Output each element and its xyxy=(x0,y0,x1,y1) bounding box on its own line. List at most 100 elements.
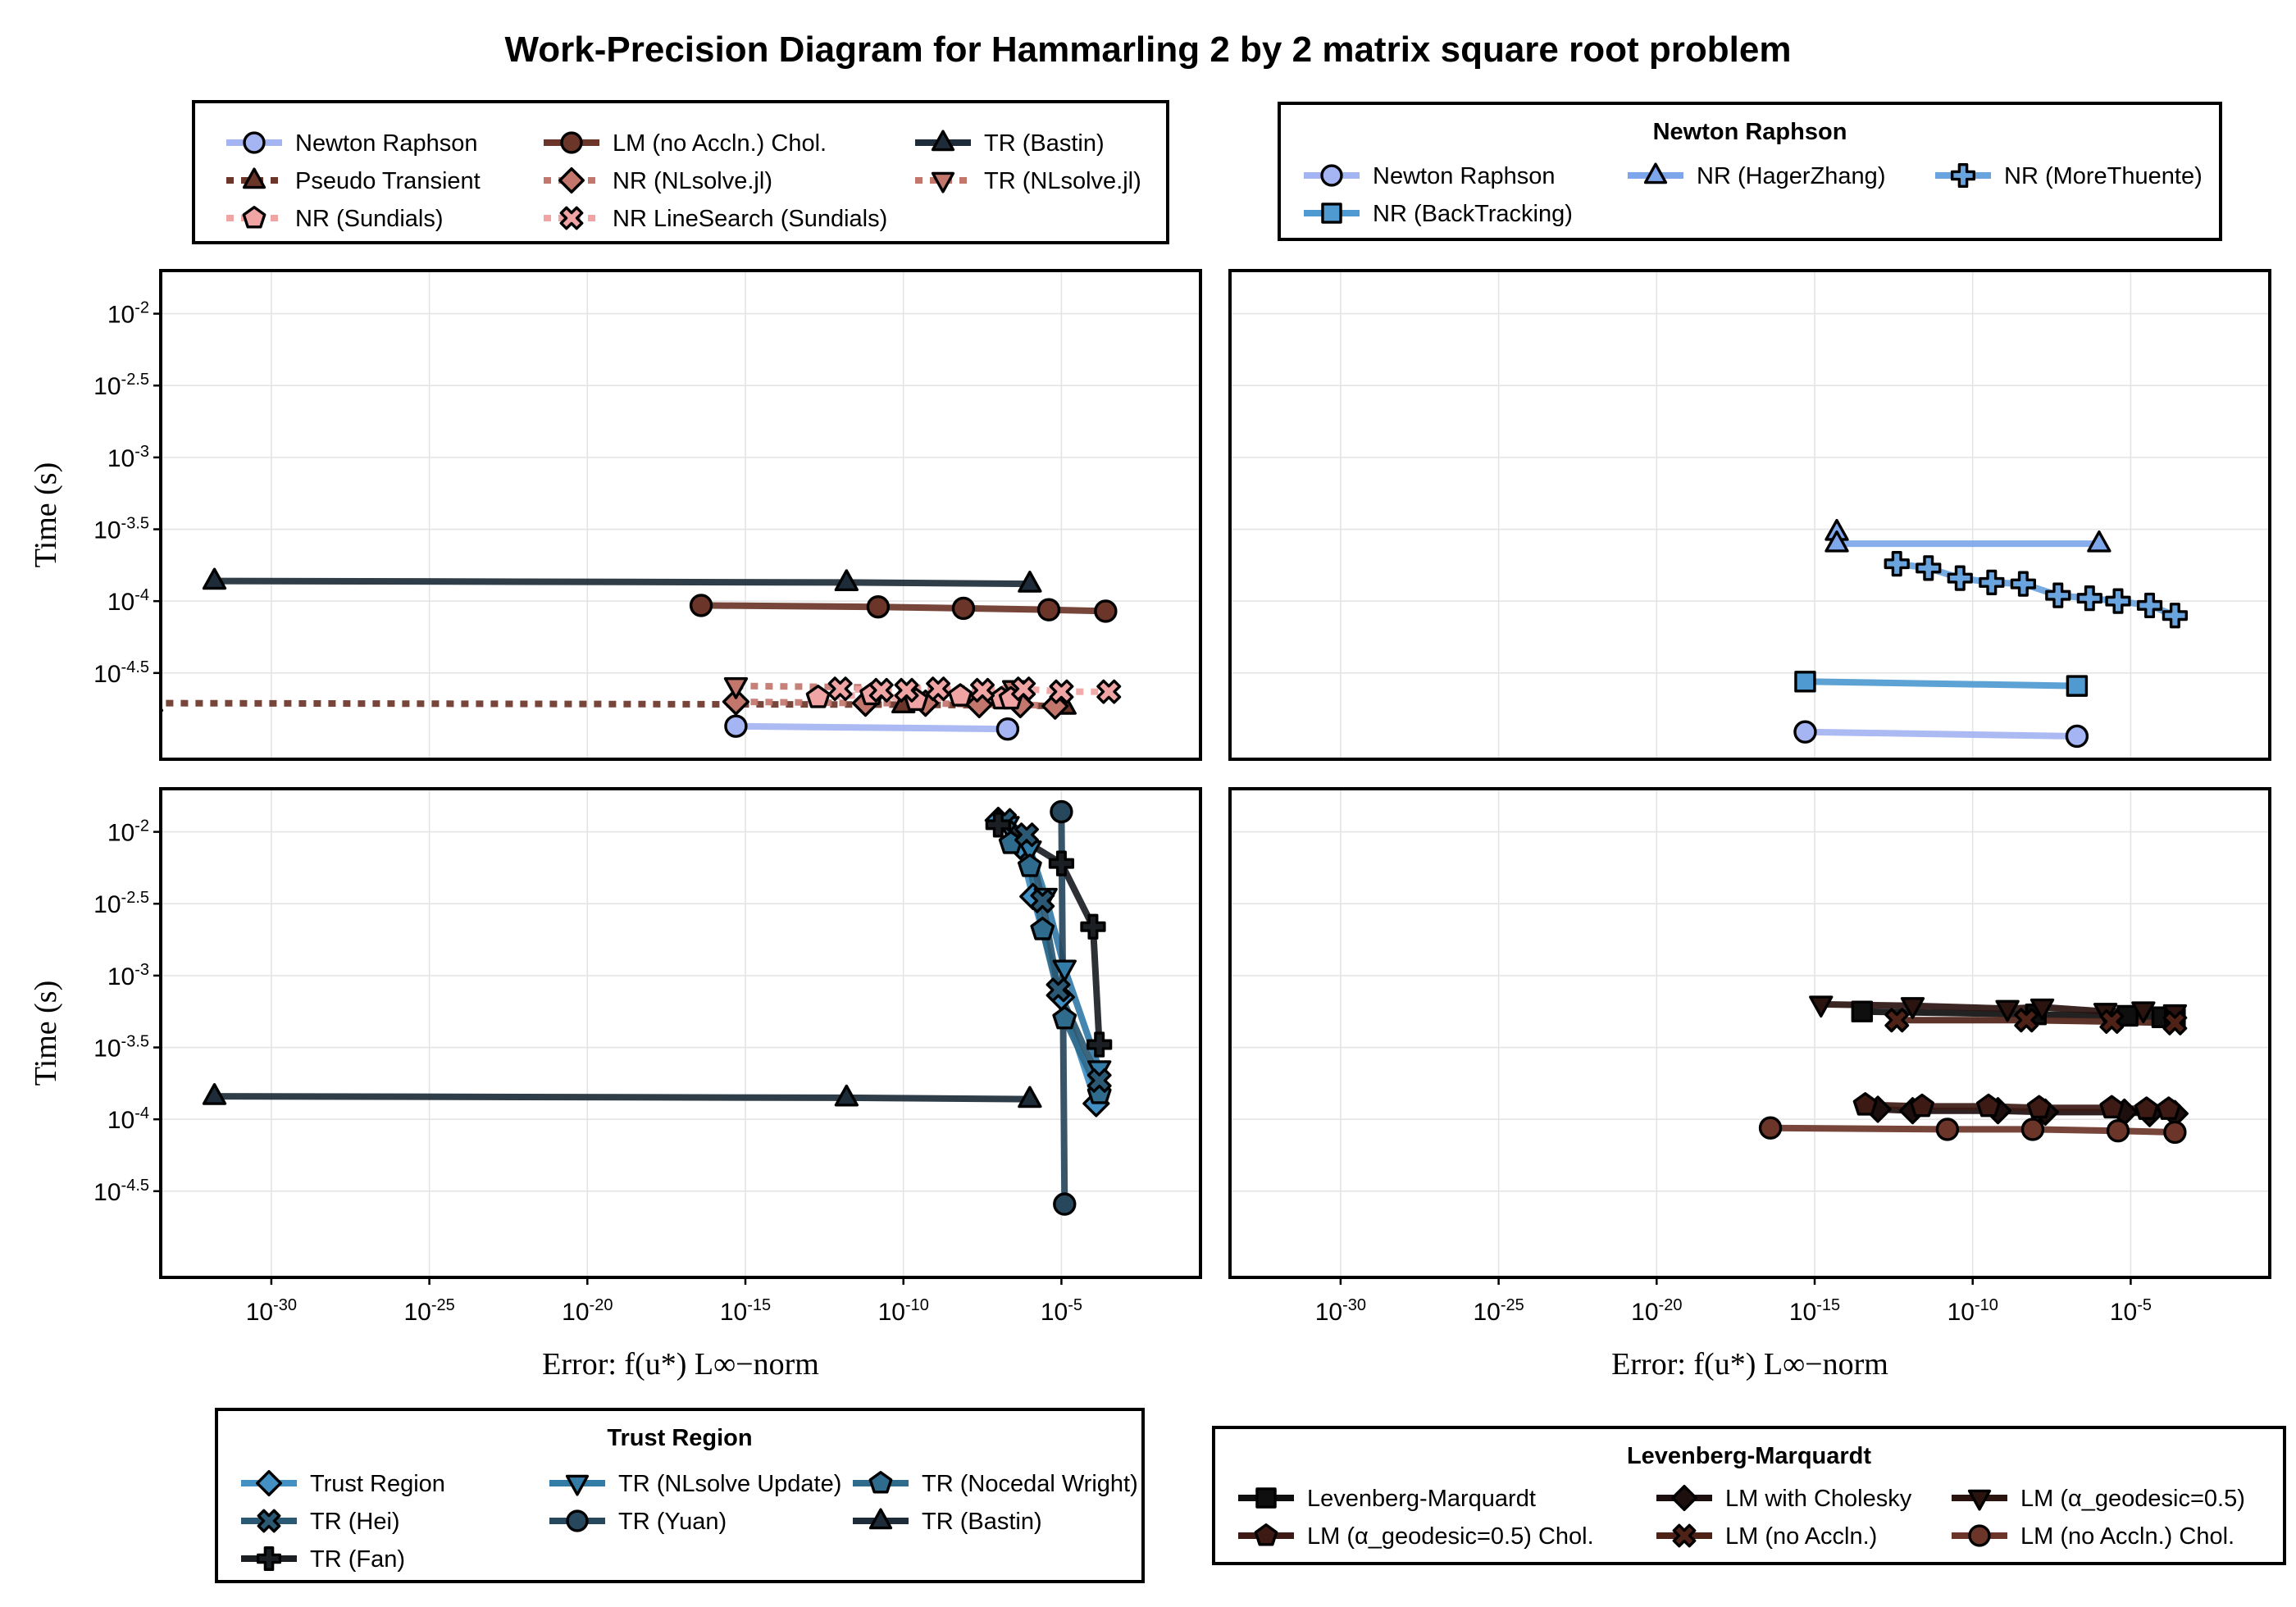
legend-marker xyxy=(931,171,955,193)
data-point xyxy=(1910,1093,1935,1118)
data-point xyxy=(1884,550,1910,577)
y-tick-label: 10-2.5 xyxy=(93,889,149,918)
data-point xyxy=(868,677,894,703)
series-line xyxy=(1896,560,2176,619)
data-point xyxy=(1824,530,1849,553)
legend-marker xyxy=(242,167,266,189)
legend-general: Newton Raphson LM (no Accln.) Chol. TR (Ba… xyxy=(192,100,1169,244)
data-point xyxy=(2020,1118,2045,1141)
data-point xyxy=(2010,571,2037,597)
legend-label: TR (Bastin) xyxy=(984,130,1105,157)
x-tick-label: 10-30 xyxy=(1315,1296,1366,1326)
data-point xyxy=(1935,1118,1960,1141)
y-tick-label: 10-4 xyxy=(107,586,149,616)
legend-label: Newton Raphson xyxy=(1373,163,1555,189)
data-point xyxy=(1096,679,1122,704)
legends: Newton Raphson LM (no Accln.) Chol. TR (Ba… xyxy=(192,100,2286,1583)
data-point xyxy=(1030,888,1055,913)
legend-marker xyxy=(1671,1485,1697,1511)
data-point xyxy=(2045,582,2071,608)
legend-marker xyxy=(565,1474,590,1496)
legend-frame xyxy=(1212,1426,2286,1565)
legend-frame xyxy=(1278,102,2222,241)
legend-label: Levenberg-Marquardt xyxy=(1307,1486,1536,1512)
legend-label: TR (Bastin) xyxy=(922,1509,1042,1535)
series-line xyxy=(736,698,1055,710)
series-line xyxy=(214,577,1030,588)
legend-marker xyxy=(243,131,266,154)
legend-entry: TR (Yuan) xyxy=(549,1509,727,1535)
data-point xyxy=(970,677,995,703)
legend-marker xyxy=(1967,1489,1992,1511)
legend-entry: LM (α_geodesic=0.5) xyxy=(1952,1486,2245,1512)
legend-label: TR (Hei) xyxy=(310,1509,400,1535)
series-line xyxy=(1805,728,2077,740)
data-point xyxy=(1052,1005,1077,1030)
legend-marker xyxy=(566,1509,589,1532)
data-point xyxy=(2162,1010,2188,1036)
data-point xyxy=(2065,724,2089,749)
data-point xyxy=(202,1083,227,1105)
data-point xyxy=(2106,1119,2130,1143)
y-tick-label: 10-3 xyxy=(107,961,149,990)
legend-marker xyxy=(1968,1524,1991,1547)
legend-marker xyxy=(560,131,583,154)
x-tick-label: 10-15 xyxy=(1789,1296,1840,1326)
data-point xyxy=(1975,1093,2001,1118)
legend-label: TR (NLsolve Update) xyxy=(618,1471,841,1497)
legend-marker xyxy=(1254,1523,1278,1546)
y-tick-label: 10-4.5 xyxy=(93,658,149,688)
data-point xyxy=(985,812,1011,838)
data-point xyxy=(995,717,1020,741)
y-tick-label: 10-2.5 xyxy=(93,371,149,400)
legend-marker xyxy=(558,167,585,193)
legend-entry: Newton Raphson xyxy=(226,130,477,157)
legend-marker xyxy=(256,1546,282,1572)
legend-label: TR (Nocedal Wright) xyxy=(922,1471,1138,1497)
data-point xyxy=(2136,592,2163,619)
y-tick-label: 10-2 xyxy=(107,817,149,847)
series-group xyxy=(202,799,1113,1216)
legend-entry: NR (Sundials) xyxy=(226,205,444,232)
data-point xyxy=(1916,555,1942,581)
legend-frame xyxy=(192,100,1169,244)
data-point xyxy=(1046,977,1071,1003)
series-line xyxy=(214,1093,1030,1103)
series-line xyxy=(1805,678,2077,690)
legend-marker xyxy=(1950,162,1976,189)
legend-marker xyxy=(256,1470,282,1496)
data-point xyxy=(2087,530,2112,553)
data-point xyxy=(1794,671,1816,693)
legend-entry: NR (MoreThuente) xyxy=(1935,162,2203,189)
x-axis-label: Error: f(u*) L∞−norm xyxy=(1611,1347,1888,1382)
data-point xyxy=(1793,720,1817,744)
data-point xyxy=(2134,1096,2159,1120)
legend-entry: TR (Hei) xyxy=(241,1509,400,1535)
legend-label: Newton Raphson xyxy=(295,130,477,157)
x-axis-label: Error: f(u*) L∞−norm xyxy=(542,1347,819,1382)
legend-marker xyxy=(868,1508,893,1530)
chart-title: Work-Precision Diagram for Hammarling 2 … xyxy=(505,30,1792,70)
legend-entry: TR (Bastin) xyxy=(915,130,1105,157)
series-line xyxy=(736,722,1008,733)
legend-marker xyxy=(242,205,266,229)
series-group xyxy=(1793,518,2188,749)
plot-frame xyxy=(159,787,1202,1279)
data-point xyxy=(724,714,748,738)
data-point xyxy=(1017,853,1042,877)
legend-label: TR (NLsolve.jl) xyxy=(984,168,1141,194)
data-point xyxy=(1018,1086,1042,1109)
y-tick-label: 10-4.5 xyxy=(93,1177,149,1206)
legend-entry: LM (no Accln.) Chol. xyxy=(544,130,827,157)
data-point xyxy=(2099,1095,2125,1119)
data-point xyxy=(866,595,891,619)
legend-entry: TR (NLsolve Update) xyxy=(549,1471,841,1497)
data-point xyxy=(722,688,750,716)
data-point xyxy=(1947,565,1973,591)
data-point xyxy=(202,567,227,590)
data-point xyxy=(1884,1008,1910,1033)
legend-label: NR (Sundials) xyxy=(295,206,444,232)
data-point xyxy=(1030,917,1055,940)
legend-entry: TR (Fan) xyxy=(241,1546,405,1573)
data-point xyxy=(1014,822,1040,848)
